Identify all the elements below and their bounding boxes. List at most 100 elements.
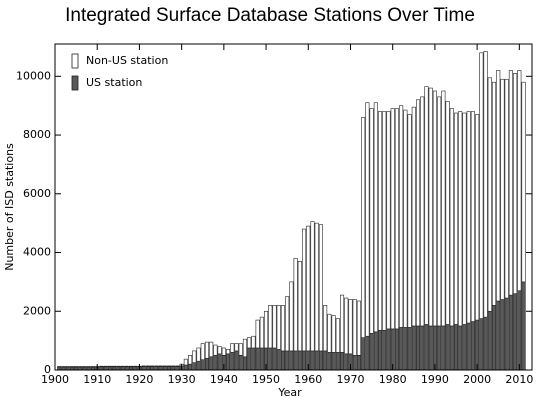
bar-segment xyxy=(390,108,395,330)
bar-segment xyxy=(432,325,437,371)
x-tick-label: 1920 xyxy=(125,373,153,386)
bar-segment xyxy=(251,335,256,349)
bar-segment xyxy=(466,322,471,371)
bar-segment xyxy=(373,102,378,333)
bar-segment xyxy=(175,365,180,367)
bar-segment xyxy=(453,112,459,325)
bar-segment xyxy=(209,341,214,358)
bar-segment xyxy=(238,343,243,356)
bar-segment xyxy=(356,300,361,356)
bar-segment xyxy=(247,337,252,349)
bar-segment xyxy=(162,366,167,371)
bar-segment xyxy=(500,78,505,300)
y-tick-label: 4000 xyxy=(23,246,51,259)
bar-segment xyxy=(99,365,104,368)
bar-segment xyxy=(171,366,176,371)
bar-segment xyxy=(445,100,450,325)
bar-segment xyxy=(259,316,264,349)
bar-segment xyxy=(226,349,231,355)
bar-segment xyxy=(335,318,340,353)
bar-segment xyxy=(331,315,336,353)
bar-segment xyxy=(415,99,421,327)
bar-segment xyxy=(508,294,513,371)
bar-segment xyxy=(272,347,277,371)
bar-segment xyxy=(496,300,501,371)
bar-segment xyxy=(61,366,66,368)
bar-segment xyxy=(458,111,463,327)
legend-label: US station xyxy=(86,76,142,89)
bar-segment xyxy=(280,305,285,352)
bar-segment xyxy=(116,365,121,368)
bar-segment xyxy=(154,365,159,367)
bar-segment xyxy=(365,102,370,337)
bar-segment xyxy=(420,325,425,371)
bar-segment xyxy=(487,310,492,371)
bar-segment xyxy=(57,366,62,368)
bar-segment xyxy=(78,366,83,368)
bar-segment xyxy=(331,352,336,371)
bar-segment xyxy=(314,350,319,371)
bar-segment xyxy=(415,325,421,371)
x-tick-label: 2010 xyxy=(505,373,533,386)
bar-segment xyxy=(200,359,205,371)
bar-segment xyxy=(411,325,416,371)
bar-segment xyxy=(242,338,247,358)
bar-segment xyxy=(90,366,96,368)
bar-segment xyxy=(297,261,302,352)
bar-segment xyxy=(386,328,391,371)
bar-segment xyxy=(141,366,146,371)
bar-segment xyxy=(255,319,260,349)
bar-segment xyxy=(69,366,74,368)
bar-segment xyxy=(445,324,450,371)
bar-segment xyxy=(310,350,315,371)
bar-segment xyxy=(496,70,501,302)
x-tick-label: 1990 xyxy=(421,373,449,386)
bar-segment xyxy=(188,363,193,371)
bar-segment xyxy=(441,325,446,371)
bar-segment xyxy=(424,86,429,325)
x-tick-label: 1930 xyxy=(168,373,196,386)
bar-segment xyxy=(470,111,475,322)
bar-segment xyxy=(276,349,281,371)
bar-segment xyxy=(196,347,201,362)
bar-segment xyxy=(521,281,526,371)
bar-segment xyxy=(513,73,518,294)
bar-segment xyxy=(289,281,294,352)
bar-segment xyxy=(120,365,125,368)
bar-segment xyxy=(310,221,315,352)
legend-swatch xyxy=(71,53,79,69)
bar-segment xyxy=(420,96,425,327)
bar-segment xyxy=(356,355,361,371)
bar-segment xyxy=(327,313,332,353)
bar-segment xyxy=(449,108,454,327)
bar-segment xyxy=(323,305,328,352)
bar-segment xyxy=(141,365,146,367)
bar-segment xyxy=(238,355,243,371)
x-axis-label: Year xyxy=(277,386,302,399)
bar-segment xyxy=(213,344,218,356)
bar-segment xyxy=(365,335,370,371)
bar-segment xyxy=(272,305,277,349)
bar-segment xyxy=(352,355,357,371)
bar-segment xyxy=(466,111,471,324)
bar-segment xyxy=(251,347,256,371)
bar-segment xyxy=(458,325,463,371)
bar-segment xyxy=(124,365,129,368)
bar-segment xyxy=(162,365,167,367)
bar-segment xyxy=(348,299,353,355)
x-tick-label: 1950 xyxy=(252,373,280,386)
bar-segment xyxy=(386,111,391,330)
bar-segment xyxy=(491,305,497,371)
bar-segment xyxy=(382,111,387,331)
bar-segment xyxy=(361,337,366,371)
bar-segment xyxy=(268,347,273,371)
bar-segment xyxy=(289,350,294,371)
bar-segment xyxy=(192,350,197,363)
bar-segment xyxy=(221,347,226,356)
bar-segment xyxy=(483,316,488,371)
y-tick-label: 2000 xyxy=(23,304,51,317)
bar-segment xyxy=(107,365,112,368)
bar-segment xyxy=(268,305,273,349)
bar-segment xyxy=(293,350,298,371)
